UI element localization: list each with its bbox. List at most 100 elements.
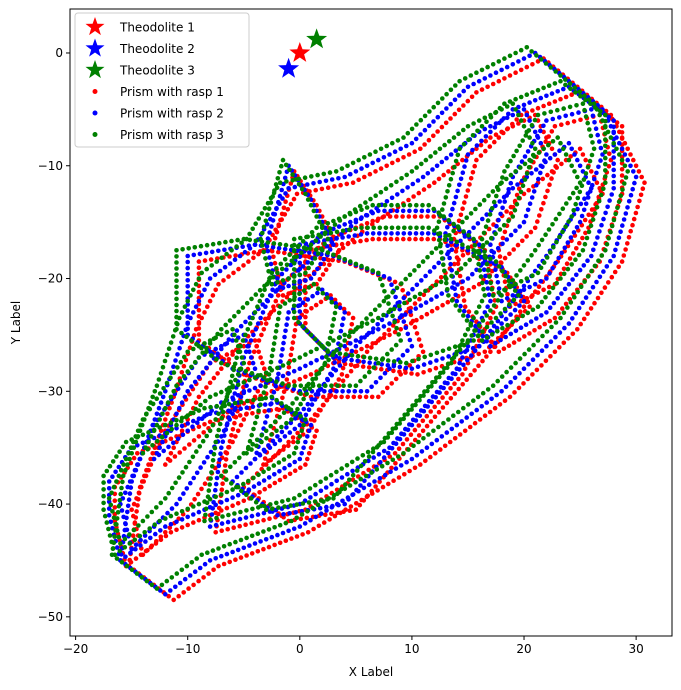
prism-point: [232, 332, 237, 338]
prism-point: [426, 137, 432, 143]
prism-point: [492, 139, 497, 145]
prism-point: [526, 361, 531, 367]
prism-point: [235, 372, 241, 377]
prism-point: [243, 465, 249, 471]
prism-point: [495, 245, 501, 251]
prism-point: [412, 268, 417, 273]
prism-point: [426, 432, 431, 437]
prism-point: [440, 348, 446, 354]
prism-point: [566, 219, 571, 224]
prism-point: [583, 157, 588, 163]
prism-point: [114, 528, 120, 533]
prism-point: [470, 147, 475, 153]
prism-point: [541, 103, 546, 109]
prism-point: [292, 459, 298, 465]
prism-point: [208, 476, 213, 481]
prism-point: [367, 360, 373, 366]
prism-point: [403, 365, 409, 371]
prism-point: [480, 333, 486, 339]
prism-point: [468, 321, 474, 326]
prism-point: [276, 223, 282, 229]
legend-entry-label: Theodolite 2: [119, 42, 195, 56]
prism-point: [191, 346, 196, 352]
prism-point: [177, 580, 183, 586]
prism-point: [592, 263, 598, 269]
prism-point: [337, 356, 342, 361]
prism-point: [525, 376, 531, 382]
prism-point: [501, 222, 507, 228]
prism-point: [258, 402, 263, 408]
prism-point: [381, 324, 387, 329]
prism-point: [436, 409, 442, 415]
prism-point: [253, 327, 259, 332]
prism-point: [468, 73, 474, 78]
prism-point: [266, 544, 272, 550]
prism-point: [544, 276, 549, 281]
prism-point: [280, 285, 286, 291]
prism-point: [516, 112, 521, 118]
prism-point: [504, 126, 510, 132]
prism-point: [269, 432, 274, 437]
prism-point: [576, 110, 581, 115]
prism-point: [219, 255, 224, 261]
prism-point: [480, 329, 485, 334]
prism-point: [283, 328, 288, 334]
prism-point: [518, 118, 524, 123]
prism-point: [287, 471, 293, 477]
prism-point: [342, 174, 348, 180]
prism-point: [141, 479, 146, 484]
prism-point: [502, 229, 508, 235]
prism-point: [339, 466, 345, 471]
prism-point: [183, 414, 189, 420]
prism-point: [241, 481, 246, 487]
prism-point: [482, 126, 488, 132]
prism-point: [173, 358, 178, 363]
prism-point: [127, 541, 133, 546]
prism-point: [177, 405, 182, 411]
prism-point: [419, 208, 425, 214]
prism-point: [336, 216, 342, 222]
prism-point: [456, 107, 462, 113]
prism-point: [299, 186, 305, 192]
prism-point: [223, 322, 228, 328]
prism-point: [327, 247, 333, 252]
prism-point: [244, 492, 249, 498]
prism-point: [191, 310, 196, 315]
prism-point: [107, 463, 113, 469]
prism-point: [269, 534, 275, 540]
prism-point: [412, 324, 418, 330]
prism-point: [265, 298, 271, 304]
prism-point: [293, 177, 299, 182]
prism-point: [316, 407, 322, 413]
prism-point: [563, 77, 568, 82]
prism-point: [559, 291, 564, 296]
prism-point: [315, 251, 321, 256]
prism-point: [518, 67, 524, 73]
prism-point: [219, 445, 224, 451]
prism-point: [389, 202, 394, 208]
prism-point: [439, 159, 445, 165]
prism-point: [334, 389, 339, 394]
prism-point: [507, 73, 513, 78]
prism-point: [388, 208, 394, 214]
prism-point: [255, 519, 260, 524]
prism-point: [515, 316, 520, 322]
prism-point: [560, 229, 565, 235]
prism-point: [237, 349, 243, 355]
prism-point: [336, 224, 342, 229]
prism-point: [475, 128, 480, 134]
prism-point: [628, 228, 633, 234]
legend-entry-label: Theodolite 1: [119, 21, 195, 35]
prism-point: [341, 509, 346, 514]
prism-point: [138, 543, 143, 548]
prism-point: [131, 455, 137, 461]
prism-point: [331, 338, 336, 343]
prism-point: [325, 377, 331, 383]
prism-point: [433, 365, 439, 371]
prism-point: [594, 205, 600, 210]
prism-point: [219, 366, 224, 372]
prism-point: [158, 500, 164, 506]
prism-point: [364, 221, 370, 226]
prism-point: [461, 88, 467, 94]
prism-point: [483, 255, 489, 261]
